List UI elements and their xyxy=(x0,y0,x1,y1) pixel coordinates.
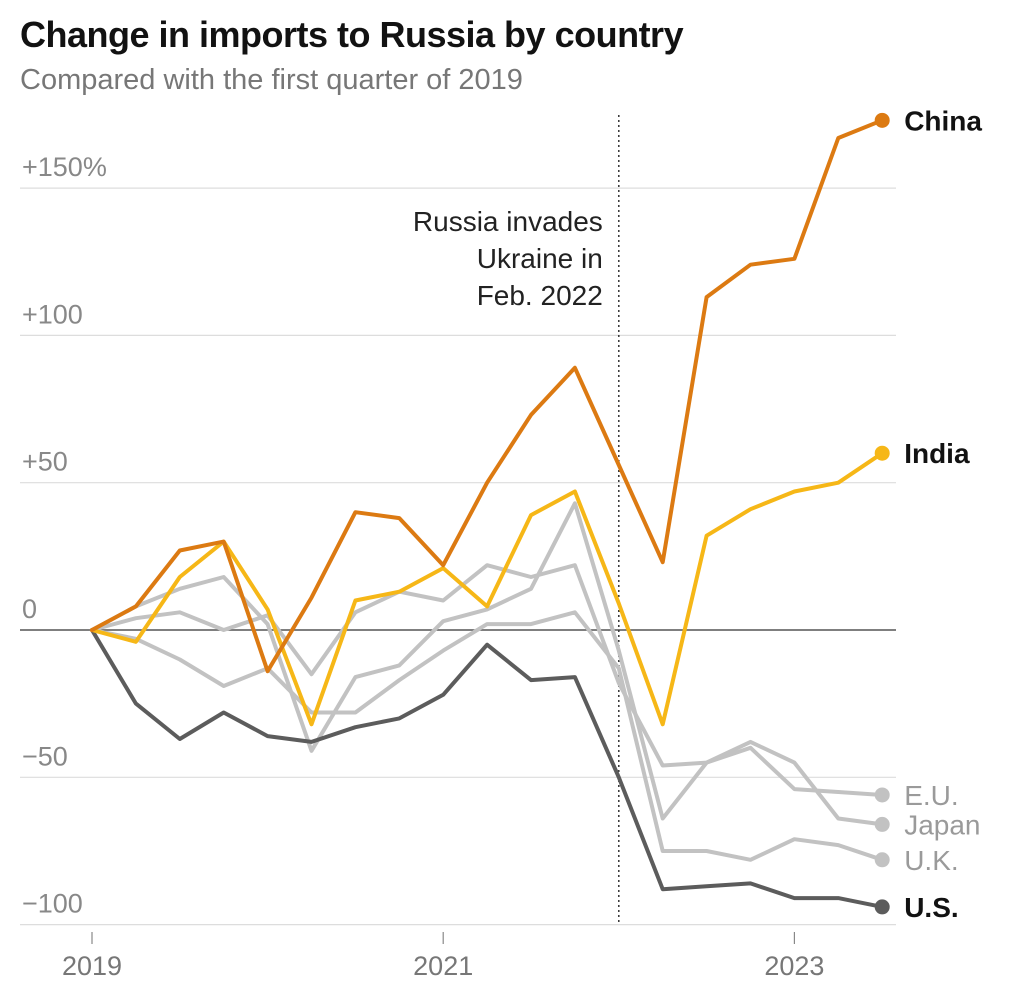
y-tick-label: +100 xyxy=(22,299,83,329)
grid-layer xyxy=(20,187,896,926)
y-tick-label: 0 xyxy=(22,594,37,624)
y-tick-label: +150% xyxy=(22,152,107,182)
series-labels-layer: E.U.Japan U.K. U.S. India China xyxy=(874,105,982,923)
series-line-us xyxy=(90,628,885,909)
x-tick-label: 2023 xyxy=(764,951,824,981)
y-tick-label: +50 xyxy=(22,447,68,477)
series-endpoint-japan xyxy=(874,816,890,832)
series-line-india xyxy=(90,451,885,727)
chart-title: Change in imports to Russia by country xyxy=(20,14,684,55)
series-line-uk xyxy=(90,610,885,862)
y-tick-label: −50 xyxy=(22,741,68,771)
invasion-annotation-line: Russia invades xyxy=(413,206,603,237)
axis-labels-layer: +150% +100 +50 0 −50 −100 2019 2021 2023 xyxy=(22,152,824,981)
invasion-annotation-line: Ukraine in xyxy=(477,243,603,274)
invasion-annotation-line: Feb. 2022 xyxy=(477,280,603,311)
series-label-japan: Japan xyxy=(904,809,980,840)
series-label-china: China xyxy=(904,105,982,136)
series-endpoint-uk xyxy=(874,852,890,868)
chart-subtitle: Compared with the first quarter of 2019 xyxy=(20,64,523,96)
series-label-us: U.S. xyxy=(904,892,958,923)
series-label-eu: E.U. xyxy=(904,780,958,811)
series-endpoint-us xyxy=(874,899,890,915)
event-marker-layer: Russia invades Ukraine in Feb. 2022 xyxy=(413,115,620,924)
series-line-china xyxy=(90,118,885,674)
series-endpoint-eu xyxy=(874,787,890,803)
series-endpoint-china xyxy=(874,112,890,128)
x-tick-label: 2021 xyxy=(413,951,473,981)
series-lines-layer xyxy=(90,118,885,909)
series-label-india: India xyxy=(904,438,970,469)
x-tick-label: 2019 xyxy=(62,951,122,981)
y-tick-label: −100 xyxy=(22,889,83,919)
series-line-eu xyxy=(90,563,885,797)
series-line-japan xyxy=(90,501,885,827)
series-endpoint-india xyxy=(874,445,890,461)
series-label-uk: U.K. xyxy=(904,845,958,876)
